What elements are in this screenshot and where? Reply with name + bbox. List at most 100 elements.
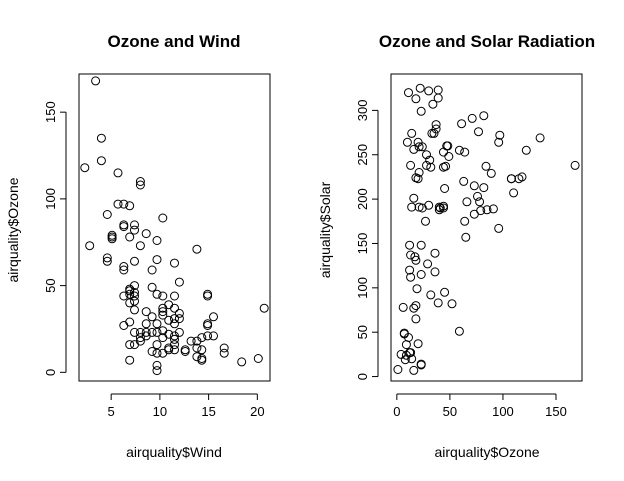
data-point: [174, 314, 184, 324]
data-point: [410, 252, 420, 262]
data-point: [469, 181, 479, 191]
data-point: [413, 174, 423, 184]
y-tick-label: 100: [355, 277, 370, 299]
data-point: [125, 355, 135, 365]
data-point: [411, 301, 421, 311]
data-point: [393, 365, 403, 374]
data-point: [461, 232, 471, 242]
data-point: [259, 303, 269, 313]
data-point: [125, 340, 135, 350]
data-point: [197, 354, 207, 363]
data-point: [164, 300, 174, 310]
data-point: [414, 168, 424, 177]
data-point: [152, 340, 162, 350]
data-point: [119, 199, 129, 209]
data-point: [147, 265, 157, 275]
data-point: [535, 133, 545, 143]
data-point: [467, 113, 477, 123]
data-point: [119, 265, 129, 275]
data-point: [135, 177, 145, 186]
data-point: [430, 248, 440, 258]
data-point: [411, 94, 421, 104]
data-point: [413, 339, 423, 349]
data-point: [130, 327, 139, 337]
data-point: [170, 319, 179, 329]
data-point: [170, 345, 179, 355]
y-tick-label: 0: [355, 373, 370, 380]
x-axis-label: airquality$Wind: [126, 444, 222, 460]
data-point: [459, 176, 469, 186]
data-point: [488, 204, 498, 214]
data-point: [474, 127, 483, 137]
data-point: [197, 345, 207, 355]
data-point: [424, 200, 434, 210]
data-point: [186, 336, 196, 346]
data-point: [404, 333, 413, 342]
data-point: [494, 223, 504, 233]
chart-title: Ozone and Solar Radiation: [379, 32, 595, 51]
data-point: [152, 348, 162, 358]
data-point: [406, 250, 416, 260]
data-point: [197, 333, 207, 343]
data-point: [130, 220, 139, 230]
data-point: [521, 145, 531, 155]
data-point: [170, 334, 179, 344]
y-tick-label: 150: [43, 101, 58, 123]
data-point: [170, 303, 179, 313]
data-point: [152, 255, 162, 265]
data-point: [125, 232, 135, 242]
data-point: [429, 128, 439, 138]
data-point: [135, 180, 145, 190]
data-point: [237, 357, 247, 367]
data-point: [475, 197, 485, 207]
data-point: [440, 287, 450, 297]
data-point: [495, 130, 505, 140]
data-point: [203, 331, 213, 341]
data-point: [130, 256, 139, 266]
data-point: [422, 150, 431, 160]
data-point: [404, 88, 413, 98]
data-point: [174, 277, 184, 287]
data-point: [405, 265, 415, 275]
x-tick-label: 100: [492, 404, 514, 419]
data-point: [130, 340, 139, 350]
data-point: [141, 327, 151, 337]
data-point: [422, 160, 431, 170]
data-point: [509, 188, 519, 198]
data-point: [152, 289, 162, 299]
data-point: [119, 262, 129, 271]
data-point: [96, 133, 106, 143]
data-point: [125, 298, 135, 308]
data-point: [164, 345, 174, 355]
plot-frame: [390, 73, 583, 382]
y-tick-label: 50: [43, 278, 58, 292]
data-point: [460, 147, 470, 157]
x-tick-label: 5: [108, 404, 115, 419]
data-point: [506, 174, 516, 184]
data-point: [107, 234, 117, 244]
data-point: [417, 142, 427, 152]
ozone-solar-panel: Ozone and Solar Radiation airquality$Ozo…: [317, 32, 595, 460]
data-point: [203, 291, 213, 301]
data-point: [253, 354, 263, 363]
data-point: [454, 145, 464, 155]
data-point: [107, 230, 117, 240]
data-point: [424, 86, 434, 96]
y-tick-label: 50: [355, 325, 370, 339]
data-point: [135, 241, 145, 251]
x-axis-label: airquality$Ozone: [434, 444, 539, 460]
data-point: [113, 168, 123, 178]
data-point: [417, 203, 427, 213]
data-point: [486, 168, 496, 178]
data-point: [135, 333, 145, 343]
data-point: [430, 267, 440, 277]
data-point: [402, 137, 412, 147]
y-axis-label: airquality$Solar: [317, 181, 333, 278]
data-point: [158, 213, 168, 223]
data-point: [141, 319, 151, 329]
data-point: [102, 256, 112, 266]
data-point: [570, 160, 580, 170]
data-point: [119, 222, 129, 232]
data-point: [414, 142, 424, 152]
